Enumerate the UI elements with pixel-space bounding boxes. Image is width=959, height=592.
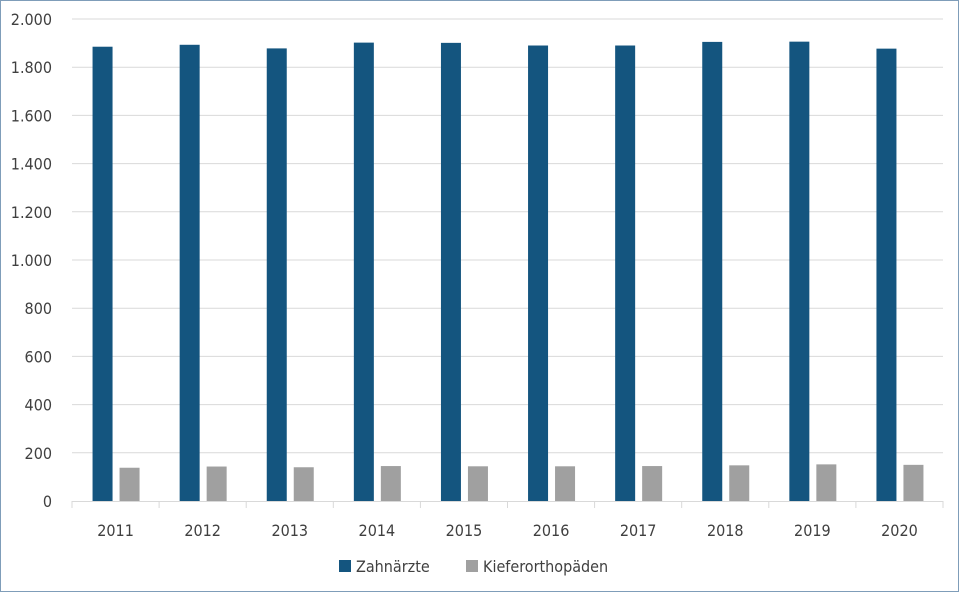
- bar-zahnaerzte: [179, 44, 200, 502]
- bar-kieferorthopaeden: [555, 466, 576, 501]
- bar-kieferorthopaeden: [642, 466, 663, 501]
- y-tick-label: 400: [25, 396, 52, 415]
- bar-zahnaerzte: [92, 46, 113, 502]
- bar-kieferorthopaeden: [467, 466, 488, 501]
- legend-swatch: [339, 560, 351, 572]
- bars: [92, 41, 924, 502]
- x-tick-label: 2017: [620, 521, 657, 540]
- bar-kieferorthopaeden: [119, 467, 140, 501]
- x-tick-label: 2014: [359, 521, 396, 540]
- bar-kieferorthopaeden: [380, 466, 401, 501]
- bar-kieferorthopaeden: [729, 465, 750, 501]
- y-tick-label: 200: [25, 444, 52, 463]
- legend-label: Kieferorthopäden: [483, 557, 608, 576]
- x-axis: [71, 501, 944, 508]
- bar-kieferorthopaeden: [293, 467, 314, 501]
- y-tick-label: 800: [25, 299, 52, 318]
- legend-swatch: [466, 560, 478, 572]
- x-tick-label: 2011: [97, 521, 134, 540]
- bar-zahnaerzte: [353, 42, 374, 501]
- y-tick-label: 1.600: [11, 106, 52, 125]
- x-tick-label: 2020: [881, 521, 918, 540]
- bar-zahnaerzte: [266, 48, 287, 501]
- bar-zahnaerzte: [615, 45, 636, 501]
- bar-kieferorthopaeden: [903, 464, 924, 501]
- y-tick-label: 2.000: [11, 10, 52, 29]
- y-tick-label: 600: [25, 347, 52, 366]
- bar-kieferorthopaeden: [816, 464, 837, 501]
- legend: Zahnärzte Kieferorthopäden: [339, 557, 608, 576]
- bar-zahnaerzte: [528, 45, 549, 501]
- y-axis-ticks: 0 200 400 600 800 1.000 1.200 1.400 1.600 1.800 2.…: [11, 10, 52, 511]
- x-tick-label: 2012: [184, 521, 221, 540]
- y-tick-label: 1.000: [11, 251, 52, 270]
- y-tick-label: 1.200: [11, 203, 52, 222]
- x-tick-label: 2019: [794, 521, 831, 540]
- bar-kieferorthopaeden: [206, 466, 227, 501]
- bar-zahnaerzte: [702, 41, 723, 502]
- x-tick-label: 2013: [271, 521, 308, 540]
- x-tick-label: 2018: [707, 521, 744, 540]
- bar-zahnaerzte: [789, 41, 810, 502]
- y-tick-label: 0: [43, 492, 52, 511]
- legend-label: Zahnärzte: [356, 557, 430, 576]
- x-axis-ticks: 2011 2012 2013 2014 2015 2016 2017 2018 2019 2020: [97, 521, 918, 540]
- bar-zahnaerzte: [876, 48, 897, 501]
- gridlines: [72, 18, 943, 454]
- y-tick-label: 1.400: [11, 155, 52, 174]
- y-tick-label: 1.800: [11, 58, 52, 77]
- x-tick-label: 2016: [533, 521, 570, 540]
- bar-zahnaerzte: [440, 42, 461, 501]
- x-tick-label: 2015: [446, 521, 483, 540]
